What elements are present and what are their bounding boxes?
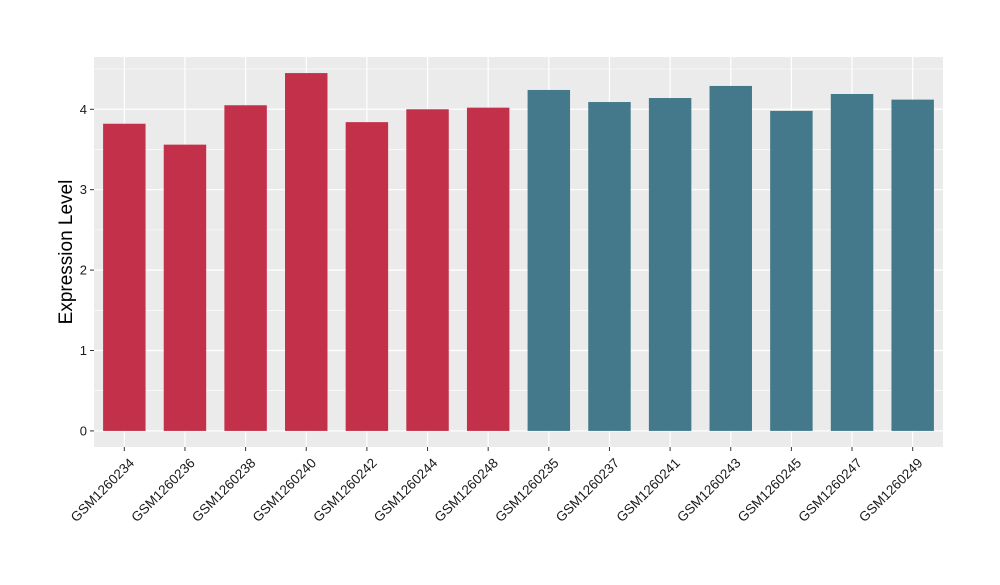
bar-GSM1260237 <box>588 102 631 431</box>
x-axis: GSM1260234GSM1260236GSM1260238GSM1260240… <box>68 447 926 525</box>
y-axis-title: Expression Level <box>56 180 77 325</box>
x-tick-label: GSM1260243 <box>674 455 744 525</box>
x-tick-label: GSM1260249 <box>856 455 926 525</box>
y-tick-label: 2 <box>80 263 87 278</box>
y-tick-label: 1 <box>80 343 87 358</box>
bar-GSM1260242 <box>345 122 389 431</box>
bars <box>103 73 934 431</box>
bar-GSM1260241 <box>648 98 692 431</box>
y-tick-label: 0 <box>80 423 87 438</box>
x-tick-label: GSM1260242 <box>310 455 380 525</box>
bar-GSM1260249 <box>891 99 934 431</box>
bar-GSM1260245 <box>770 110 813 431</box>
bar-GSM1260243 <box>709 85 752 431</box>
x-tick-label: GSM1260240 <box>250 455 320 525</box>
bar-GSM1260248 <box>466 107 510 431</box>
bar-GSM1260240 <box>285 73 328 431</box>
x-tick-label: GSM1260245 <box>735 455 805 525</box>
x-tick-label: GSM1260236 <box>128 455 198 525</box>
y-tick-label: 4 <box>80 102 87 117</box>
x-tick-label: GSM1260238 <box>189 455 259 525</box>
x-tick-label: GSM1260248 <box>432 455 502 525</box>
bar-GSM1260244 <box>406 109 449 431</box>
x-tick-label: GSM1260241 <box>613 455 683 525</box>
y-axis: 0 1 2 3 4 <box>80 102 94 438</box>
bar-GSM1260238 <box>224 105 267 431</box>
x-tick-label: GSM1260235 <box>492 455 562 525</box>
x-tick-label: GSM1260247 <box>795 455 865 525</box>
plot-panel <box>94 57 943 447</box>
bar-GSM1260234 <box>103 123 146 431</box>
y-tick-label: 3 <box>80 182 87 197</box>
x-tick-label: GSM1260237 <box>553 455 623 525</box>
bar-GSM1260236 <box>163 144 207 431</box>
bar-GSM1260247 <box>830 93 874 431</box>
bar-GSM1260235 <box>527 89 571 431</box>
